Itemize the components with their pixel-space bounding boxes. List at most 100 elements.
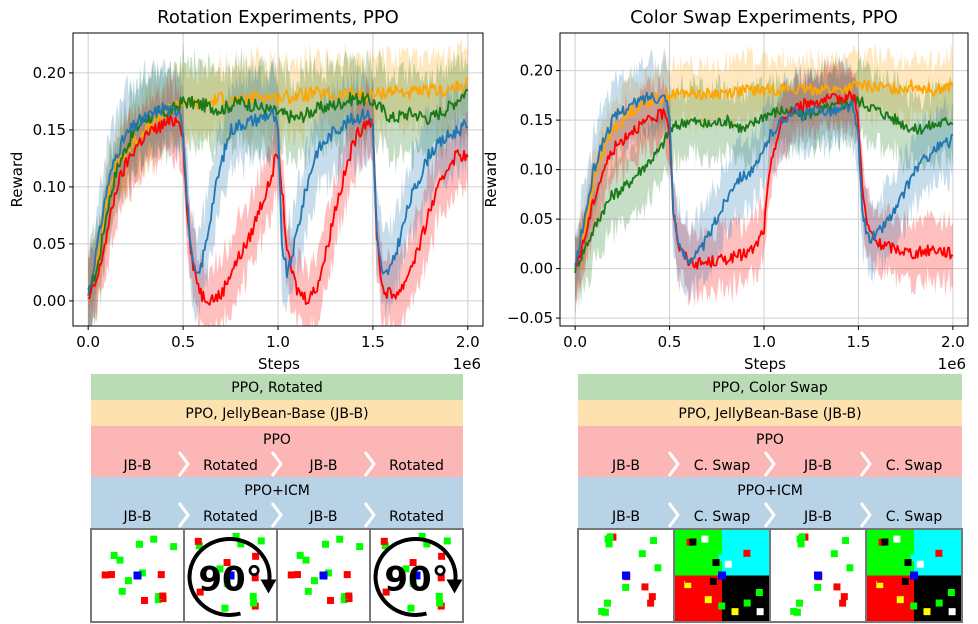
grid-item bbox=[685, 575, 693, 583]
x-axis-label: Steps bbox=[258, 355, 300, 373]
grid-item bbox=[814, 583, 822, 591]
legend-band-label: PPO, Rotated bbox=[231, 380, 323, 396]
grid-item bbox=[336, 535, 344, 543]
grid-item bbox=[709, 577, 717, 585]
grid-item bbox=[701, 535, 709, 543]
phase-label: JB-B bbox=[803, 509, 832, 525]
chart-title: Rotation Experiments, PPO bbox=[157, 7, 399, 28]
phase-chevron bbox=[270, 502, 283, 528]
grid-item bbox=[916, 560, 924, 568]
grid-item bbox=[733, 558, 741, 566]
x-scale-label: 1e6 bbox=[938, 355, 966, 373]
grid-item bbox=[743, 599, 751, 607]
x-tick-label: 0.5 bbox=[658, 333, 682, 351]
grid-item bbox=[296, 551, 304, 559]
grid-item bbox=[712, 559, 720, 567]
grid-item bbox=[598, 607, 606, 615]
grid-item bbox=[840, 593, 848, 601]
plot-area bbox=[87, 37, 469, 326]
phase-label: Rotated bbox=[389, 458, 444, 474]
grid-item bbox=[252, 552, 260, 560]
legend-band bbox=[91, 374, 463, 400]
grid-item bbox=[293, 571, 301, 579]
grid-item bbox=[250, 599, 258, 607]
legend-band-label: PPO bbox=[756, 432, 784, 448]
grid-item bbox=[141, 596, 149, 604]
phase-chevron bbox=[177, 451, 190, 477]
rotation-label: 90° bbox=[384, 560, 448, 600]
agent-marker bbox=[814, 571, 822, 580]
rotate-arrow-icon bbox=[260, 579, 277, 594]
phase-chevron bbox=[859, 502, 872, 528]
phase-label: Rotated bbox=[389, 509, 444, 525]
y-tick-label: −0.05 bbox=[507, 309, 553, 327]
series-line-3 bbox=[574, 90, 954, 270]
grid-item bbox=[155, 593, 163, 601]
grid-item bbox=[689, 538, 697, 546]
legend-band-label: PPO, JellyBean-Base (JB-B) bbox=[185, 406, 368, 422]
y-tick-label: 0.15 bbox=[33, 121, 66, 139]
x-scale-label: 1e6 bbox=[453, 355, 481, 373]
grid-item bbox=[736, 568, 744, 576]
phase-chevron bbox=[763, 502, 776, 528]
grid-item bbox=[724, 560, 732, 568]
y-tick-label: 0.15 bbox=[520, 111, 553, 129]
env-tile bbox=[577, 528, 675, 623]
x-tick-label: 0.0 bbox=[76, 333, 100, 351]
phase-chevron bbox=[667, 502, 680, 528]
grid-item bbox=[910, 602, 918, 610]
grid-item bbox=[304, 587, 312, 595]
grid-item bbox=[947, 589, 955, 597]
grid-item bbox=[409, 580, 417, 588]
grid-item bbox=[223, 559, 231, 567]
grid-item bbox=[881, 538, 889, 546]
grid-item bbox=[654, 564, 662, 572]
grid-item bbox=[251, 574, 259, 582]
grid-item bbox=[925, 558, 933, 566]
grid-item bbox=[877, 575, 885, 583]
grid-item bbox=[603, 599, 611, 607]
legend-band bbox=[91, 400, 463, 426]
grid-item bbox=[343, 571, 351, 579]
grid-item bbox=[833, 583, 841, 591]
phase-label: JB-B bbox=[611, 458, 640, 474]
grid-item bbox=[398, 571, 406, 579]
phase-chevron bbox=[363, 451, 376, 477]
grid-item bbox=[170, 543, 178, 551]
phase-chevron bbox=[763, 451, 776, 477]
x-tick-label: 2.0 bbox=[941, 333, 965, 351]
y-tick-label: 0.00 bbox=[520, 260, 553, 278]
phase-label: C. Swap bbox=[694, 458, 751, 474]
grid-item bbox=[409, 559, 417, 567]
grid-item bbox=[150, 535, 158, 543]
phase-chevron bbox=[667, 451, 680, 477]
grid-item bbox=[846, 564, 854, 572]
chart-0: 0.0 0.5 1.0 1.5 2.0 0.00 0.05 0.10 0.15 0.20 Rotat… bbox=[8, 7, 484, 373]
grid-item bbox=[418, 532, 426, 540]
grid-item bbox=[136, 540, 144, 548]
series-band-1 bbox=[575, 41, 953, 306]
grid-item bbox=[622, 583, 630, 591]
rotate-arc bbox=[187, 536, 272, 617]
phase-label: C. Swap bbox=[886, 509, 943, 525]
series-line-2 bbox=[574, 91, 954, 267]
grid-item bbox=[638, 550, 646, 558]
grid-item bbox=[212, 571, 220, 579]
x-tick-label: 0.5 bbox=[171, 333, 195, 351]
y-tick-label: 0.20 bbox=[520, 62, 553, 80]
agent-marker bbox=[412, 571, 421, 580]
grid-item bbox=[438, 552, 446, 560]
grid-item bbox=[606, 533, 614, 541]
env-tile bbox=[769, 528, 867, 623]
legend-band-label: PPO+ICM bbox=[737, 483, 803, 499]
x-tick-label: 1.0 bbox=[266, 333, 290, 351]
phase-label: JB-B bbox=[803, 458, 832, 474]
grid-item bbox=[345, 592, 353, 600]
grid-item bbox=[327, 596, 335, 604]
grid-item bbox=[287, 571, 295, 579]
series-band-0 bbox=[88, 41, 468, 326]
x-tick-label: 1.5 bbox=[847, 333, 871, 351]
series-line-1 bbox=[574, 79, 954, 270]
grid-item bbox=[302, 556, 310, 564]
